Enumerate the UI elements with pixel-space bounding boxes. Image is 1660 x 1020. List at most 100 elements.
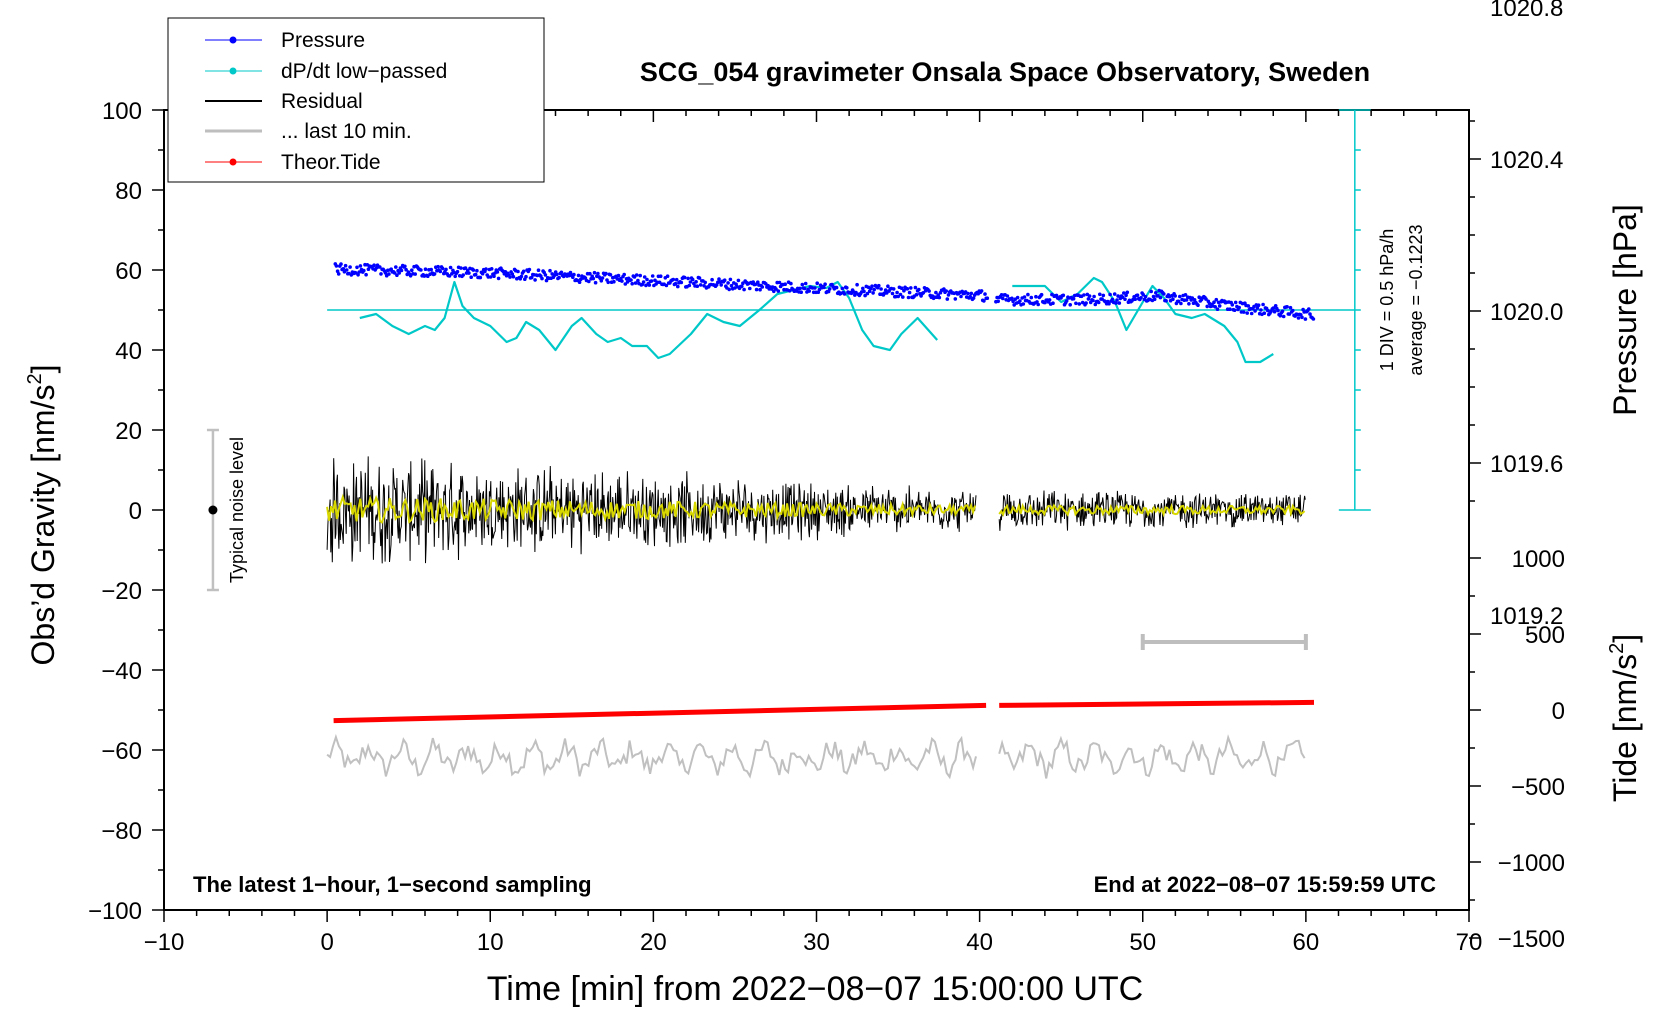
pressure-point	[813, 286, 817, 290]
pressure-point	[969, 291, 974, 296]
pressure-point	[395, 273, 399, 278]
pressure-point	[599, 279, 604, 283]
pressure-point	[1110, 297, 1115, 302]
legend-label-last10: ... last 10 min.	[281, 120, 412, 143]
pressure-point	[946, 293, 951, 297]
pressure-tick-label: 1020.0	[1490, 299, 1563, 326]
y-tick-label: 80	[115, 178, 142, 205]
pressure-point	[1071, 296, 1076, 301]
pressure-point	[1178, 294, 1182, 299]
pressure-point	[548, 268, 552, 273]
pressure-point	[861, 286, 865, 291]
pressure-point	[348, 265, 352, 269]
pressure-point	[697, 276, 702, 280]
pressure-point	[1214, 297, 1219, 302]
annotation-end-time: End at 2022−08−07 15:59:59 UTC	[1094, 872, 1437, 897]
axes-layer: −10 0 10 20 30 40 50 60 70−100−80−60−40−20020406…	[88, 0, 1565, 956]
pressure-point	[1176, 299, 1181, 304]
pressure-point	[1124, 293, 1128, 298]
pressure-point	[823, 282, 827, 287]
pressure-point	[429, 267, 434, 272]
pressure-point	[1249, 311, 1254, 316]
pressure-point	[1010, 296, 1014, 301]
x-tick-label: 20	[640, 929, 667, 956]
pressure-point	[1114, 301, 1118, 305]
pressure-point	[1173, 294, 1177, 298]
pressure-point	[1300, 315, 1304, 320]
pressure-point	[754, 287, 759, 292]
pressure-point	[1107, 301, 1111, 306]
pressure-point	[906, 295, 911, 300]
pressure-point	[1197, 295, 1201, 300]
pressure-point	[467, 271, 471, 275]
pressure-point	[344, 268, 349, 272]
pressure-point	[410, 268, 414, 273]
pressure-point	[682, 275, 687, 280]
legend-label-tide: Theor.Tide	[281, 151, 381, 174]
pressure-point	[1151, 294, 1156, 299]
annotation-sampling: The latest 1−hour, 1−second sampling	[193, 872, 592, 897]
pressure-point	[772, 289, 776, 294]
pressure-point	[596, 271, 600, 276]
pressure-point	[907, 290, 912, 295]
pressure-point	[787, 289, 792, 293]
pressure-point	[588, 271, 592, 276]
pressure-point	[650, 274, 655, 278]
pressure-point	[736, 278, 741, 283]
pressure-point	[453, 274, 458, 279]
pressure-point	[717, 277, 721, 281]
pressure-point	[1039, 292, 1044, 297]
tide-line-segment-1	[999, 699, 1315, 708]
x-tick-label: 70	[1456, 929, 1483, 956]
legend-label-residual: Residual	[281, 90, 363, 113]
pressure-point	[822, 285, 826, 290]
pressure-point	[982, 299, 986, 303]
pressure-point	[608, 273, 613, 277]
pressure-point	[438, 269, 443, 274]
pressure-point	[871, 291, 875, 295]
pressure-point	[544, 278, 549, 283]
pressure-point	[440, 266, 445, 271]
last10-line-segment-0	[326, 733, 977, 780]
pressure-point	[802, 286, 807, 291]
pressure-point	[1246, 304, 1251, 308]
pressure-point	[475, 268, 479, 273]
pressure-point	[891, 287, 896, 291]
pressure-point	[1255, 306, 1260, 310]
pressure-point	[510, 272, 515, 276]
pressure-point	[815, 281, 819, 286]
residual-smoothed-segment-0	[326, 493, 977, 524]
pressure-point	[719, 283, 723, 287]
y-tick-label: −60	[101, 738, 142, 765]
pressure-point	[777, 280, 782, 285]
pressure-point	[1187, 302, 1191, 306]
pressure-point	[870, 284, 874, 289]
pressure-point	[840, 286, 845, 291]
pressure-point	[979, 289, 984, 293]
data-layer	[326, 262, 1355, 780]
pressure-point	[1271, 306, 1276, 310]
pressure-point	[1280, 309, 1285, 314]
pressure-point	[913, 285, 918, 290]
pressure-point	[1291, 308, 1295, 313]
pressure-point	[616, 273, 621, 278]
noise-bar-center	[208, 505, 218, 515]
pressure-point	[1018, 299, 1022, 303]
pressure-point	[1232, 308, 1237, 313]
pressure-point	[728, 277, 733, 282]
tide-axis-title: Tide [nm/s2]	[1606, 634, 1643, 802]
pressure-point	[899, 286, 904, 291]
pressure-point	[665, 274, 670, 279]
y-tick-label: 100	[102, 98, 142, 125]
pressure-point	[1005, 294, 1010, 298]
tide-tick-label: 0	[1552, 698, 1565, 725]
pressure-point	[1213, 305, 1217, 309]
x-tick-label: 30	[803, 929, 830, 956]
pressure-point	[1051, 301, 1055, 306]
pressure-point	[1068, 303, 1072, 307]
pressure-point	[1259, 308, 1263, 312]
pressure-point	[1230, 303, 1235, 307]
pressure-point	[623, 282, 628, 286]
pressure-tick-label: 1020.4	[1490, 147, 1563, 174]
